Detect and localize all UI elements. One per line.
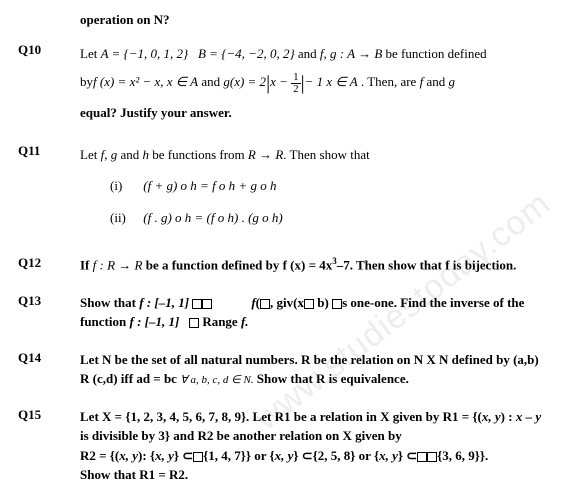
box-icon bbox=[202, 299, 212, 309]
f-r-r: f : R → R bbox=[93, 257, 143, 272]
xy: x, y bbox=[119, 448, 138, 463]
text: Let bbox=[80, 147, 101, 162]
sub-i: (i) (f + g) o h = f o h + g o h bbox=[110, 174, 548, 197]
text: Let X = {1, 2, 3, 4, 5, 6, 7, 8, 9}. Let… bbox=[80, 409, 482, 424]
f-domain-2: f : [–1, 1] bbox=[129, 314, 182, 329]
box-icon bbox=[417, 452, 427, 462]
q15-body: Let X = {1, 2, 3, 4, 5, 6, 7, 8, 9}. Let… bbox=[80, 407, 548, 485]
text: Let bbox=[80, 46, 101, 61]
q11-number: Q11 bbox=[18, 143, 80, 159]
q14-number: Q14 bbox=[18, 350, 80, 366]
text: } ⊂{2, 5, 8} or { bbox=[293, 448, 379, 463]
question-12: Q12 If f : R → R be a function defined b… bbox=[18, 255, 548, 275]
text: b bbox=[314, 295, 324, 310]
q14-body: Let N be the set of all natural numbers.… bbox=[80, 350, 548, 389]
text: , giv bbox=[270, 295, 293, 310]
question-13: Q13 Show that f : [–1, 1] f(, giv(x b) s… bbox=[18, 293, 548, 332]
quantifier: ∀ a, b, c, d ∈ N. bbox=[180, 374, 253, 386]
box-icon bbox=[193, 452, 203, 462]
sub-ii: (ii) (f . g) o h = (f o h) . (g o h) bbox=[110, 206, 548, 229]
text: . Then, are bbox=[358, 74, 420, 89]
xy: x, y bbox=[482, 409, 501, 424]
f2: f. bbox=[241, 314, 249, 329]
question-15: Q15 Let X = {1, 2, 3, 4, 5, 6, 7, 8, 9}.… bbox=[18, 407, 548, 485]
text: and bbox=[423, 74, 448, 89]
box-icon bbox=[332, 299, 342, 309]
fg-map: f, g : A → B bbox=[320, 46, 382, 61]
box-icon bbox=[192, 299, 202, 309]
q12-body: If f : R → R be a function defined by f … bbox=[80, 255, 548, 275]
text: } ⊂ bbox=[398, 448, 417, 463]
text: be functions from bbox=[149, 147, 248, 162]
q12-number: Q12 bbox=[18, 255, 80, 271]
text: and bbox=[295, 46, 320, 61]
q10-body: Let A = {−1, 0, 1, 2} B = {−4, −2, 0, 2}… bbox=[80, 42, 548, 125]
text: by bbox=[80, 74, 93, 89]
text: Show that bbox=[80, 295, 139, 310]
header-remnant: operation on N? bbox=[80, 12, 548, 28]
text: R2 = {( bbox=[80, 448, 119, 463]
text: {1, 4, 7}} or { bbox=[203, 448, 275, 463]
text: ) : bbox=[501, 409, 516, 424]
text: equal? Justify your answer. bbox=[80, 105, 232, 120]
text: If bbox=[80, 257, 93, 272]
half-fraction: 12 bbox=[291, 72, 301, 95]
text: ) bbox=[324, 295, 328, 310]
xy: x, y bbox=[275, 448, 294, 463]
xy: x, y bbox=[379, 448, 398, 463]
xy: x, y bbox=[155, 448, 174, 463]
text: ): { bbox=[138, 448, 155, 463]
ii-equation: (f . g) o h = (f o h) . (g o h) bbox=[143, 210, 282, 225]
text: Range bbox=[199, 314, 241, 329]
ii-label: (ii) bbox=[110, 206, 140, 229]
text: and bbox=[198, 74, 223, 89]
box-icon bbox=[304, 299, 314, 309]
text: Show that R1 = R2. bbox=[80, 467, 188, 482]
q13-number: Q13 bbox=[18, 293, 80, 309]
g-def-pre: g(x) = 2 bbox=[223, 74, 266, 89]
xy: x – y bbox=[516, 409, 541, 424]
text: be function defined bbox=[382, 46, 486, 61]
box-icon bbox=[427, 452, 437, 462]
question-10: Q10 Let A = {−1, 0, 1, 2} B = {−4, −2, 0… bbox=[18, 42, 548, 125]
g-def-mid: x − bbox=[270, 74, 291, 89]
text: Show that R is equivalence. bbox=[254, 371, 409, 386]
text: and bbox=[117, 147, 142, 162]
i-equation: (f + g) o h = f o h + g o h bbox=[143, 178, 276, 193]
box-icon bbox=[189, 318, 199, 328]
denominator: 2 bbox=[291, 84, 301, 95]
set-a: A = {−1, 0, 1, 2} bbox=[101, 46, 189, 61]
text: (x bbox=[293, 295, 304, 310]
text: {3, 6, 9}}. bbox=[437, 448, 488, 463]
f-def: f (x) = x² − x, x ∈ A bbox=[93, 74, 198, 89]
g-var: g bbox=[448, 74, 455, 89]
question-11: Q11 Let f, g and h be functions from R →… bbox=[18, 143, 548, 237]
text: is divisible by 3} and R2 be another rel… bbox=[80, 428, 402, 443]
q15-number: Q15 bbox=[18, 407, 80, 423]
text: } ⊂ bbox=[174, 448, 193, 463]
i-label: (i) bbox=[110, 174, 140, 197]
set-b: B = {−4, −2, 0, 2} bbox=[198, 46, 295, 61]
fg: f, g bbox=[101, 147, 118, 162]
text: . Then show that bbox=[283, 147, 369, 162]
r-to-r: R → R bbox=[248, 147, 283, 162]
text: –7. Then show that f is bijection. bbox=[337, 257, 517, 272]
text: be a function defined by f (x) = 4x bbox=[142, 257, 332, 272]
question-14: Q14 Let N be the set of all natural numb… bbox=[18, 350, 548, 389]
q13-body: Show that f : [–1, 1] f(, giv(x b) s one… bbox=[80, 293, 548, 332]
f-domain: f : [–1, 1] bbox=[139, 295, 192, 310]
q11-body: Let f, g and h be functions from R → R. … bbox=[80, 143, 548, 237]
g-def-post: − 1 x ∈ A bbox=[305, 74, 358, 89]
box-icon bbox=[260, 299, 270, 309]
q10-number: Q10 bbox=[18, 42, 80, 58]
